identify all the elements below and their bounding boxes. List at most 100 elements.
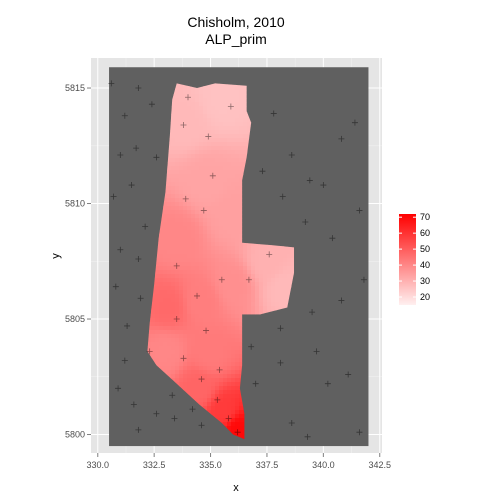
surface-cell — [167, 278, 172, 283]
surface-cell — [215, 326, 220, 331]
surface-cell — [175, 150, 180, 155]
surface-cell — [167, 182, 172, 187]
surface-cell — [175, 186, 180, 191]
surface-cell — [199, 190, 204, 195]
surface-cell — [195, 298, 200, 303]
surface-cell — [223, 162, 228, 167]
surface-cell — [155, 326, 160, 331]
surface-cell — [183, 274, 188, 279]
surface-cell — [235, 106, 240, 111]
surface-cell — [171, 190, 176, 195]
surface-cell — [211, 130, 216, 135]
surface-cell — [167, 202, 172, 207]
surface-cell — [235, 210, 240, 215]
surface-cell — [215, 286, 220, 291]
surface-cell — [239, 170, 244, 175]
surface-cell — [219, 322, 224, 327]
surface-cell — [175, 314, 180, 319]
surface-cell — [203, 294, 208, 299]
surface-cell — [187, 206, 192, 211]
surface-cell — [275, 294, 280, 299]
surface-cell — [247, 274, 252, 279]
surface-cell — [175, 178, 180, 183]
surface-cell — [247, 294, 252, 299]
surface-cell — [203, 122, 208, 127]
surface-cell — [167, 178, 172, 183]
surface-cell — [211, 150, 216, 155]
surface-cell — [211, 322, 216, 327]
surface-cell — [231, 150, 236, 155]
surface-cell — [179, 262, 184, 267]
surface-cell — [175, 170, 180, 175]
surface-cell — [219, 306, 224, 311]
surface-cell — [239, 226, 244, 231]
surface-cell — [239, 178, 244, 183]
surface-cell — [267, 266, 272, 271]
surface-cell — [199, 110, 204, 115]
surface-cell — [263, 302, 268, 307]
surface-cell — [211, 146, 216, 151]
surface-cell — [163, 246, 168, 251]
surface-cell — [231, 146, 236, 151]
surface-cell — [163, 326, 168, 331]
surface-cell — [235, 182, 240, 187]
surface-cell — [187, 274, 192, 279]
surface-cell — [179, 306, 184, 311]
surface-cell — [203, 194, 208, 199]
surface-cell — [159, 258, 164, 263]
surface-cell — [175, 306, 180, 311]
surface-cell — [243, 126, 248, 131]
surface-cell — [211, 198, 216, 203]
surface-cell — [195, 306, 200, 311]
surface-cell — [207, 166, 212, 171]
surface-cell — [191, 142, 196, 147]
surface-cell — [243, 250, 248, 255]
surface-cell — [183, 238, 188, 243]
surface-cell — [291, 274, 295, 279]
surface-cell — [199, 142, 204, 147]
surface-cell — [211, 286, 216, 291]
surface-cell — [275, 246, 280, 251]
surface-cell — [231, 138, 236, 143]
surface-cell — [199, 274, 204, 279]
surface-cell — [243, 266, 248, 271]
surface-cell — [211, 90, 216, 95]
surface-cell — [175, 262, 180, 267]
surface-cell — [215, 130, 220, 135]
surface-cell — [223, 214, 228, 219]
surface-cell — [235, 246, 240, 251]
surface-cell — [263, 270, 268, 275]
surface-cell — [167, 286, 172, 291]
surface-cell — [191, 118, 196, 123]
surface-cell — [207, 230, 212, 235]
surface-cell — [223, 138, 228, 143]
surface-cell — [223, 90, 228, 95]
surface-cell — [251, 258, 256, 263]
surface-cell — [183, 222, 188, 227]
surface-cell — [251, 274, 256, 279]
surface-cell — [283, 294, 288, 299]
surface-cell — [187, 170, 192, 175]
surface-cell — [227, 166, 232, 171]
surface-cell — [203, 162, 208, 167]
surface-cell — [227, 250, 232, 255]
surface-cell — [219, 282, 224, 287]
surface-cell — [175, 298, 180, 303]
surface-cell — [163, 318, 168, 323]
surface-cell — [167, 186, 172, 191]
surface-cell — [243, 278, 248, 283]
surface-cell — [211, 258, 216, 263]
surface-cell — [175, 326, 180, 331]
surface-cell — [227, 134, 232, 139]
surface-cell — [207, 210, 212, 215]
surface-cell — [219, 118, 224, 123]
surface-cell — [199, 314, 204, 319]
surface-cell — [211, 294, 216, 299]
surface-cell — [179, 170, 184, 175]
surface-cell — [227, 138, 232, 143]
surface-cell — [175, 206, 180, 211]
surface-cell — [243, 142, 248, 147]
surface-cell — [175, 198, 180, 203]
surface-cell — [203, 90, 208, 95]
surface-cell — [227, 234, 232, 239]
